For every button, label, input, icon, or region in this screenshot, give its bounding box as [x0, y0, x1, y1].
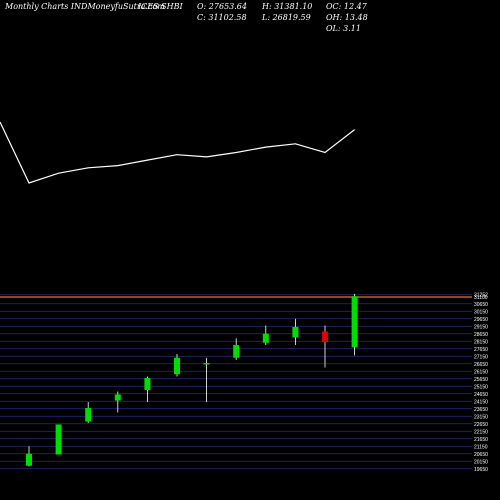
candle-body	[292, 327, 299, 338]
y-tick-label: 26150	[474, 369, 488, 375]
candle-body	[144, 378, 151, 390]
y-tick-label: 28150	[474, 339, 488, 345]
oh-value: OH: 13.48	[326, 13, 368, 22]
y-tick-label: 21650	[474, 437, 488, 443]
candle-body	[203, 363, 210, 365]
high-value: H: 31381.10	[262, 2, 313, 11]
candle-body	[174, 357, 180, 375]
y-tick-label: 31252	[474, 293, 488, 299]
trend-line	[0, 121, 355, 184]
open-value: O: 27653.64	[197, 2, 247, 11]
y-tick-label: 19650	[474, 467, 488, 473]
low-value: L: 26819.59	[262, 13, 311, 22]
y-tick-label: 26650	[474, 362, 488, 368]
candle-body	[26, 453, 32, 466]
y-tick-label: 24150	[474, 399, 488, 405]
y-tick-label: 22150	[474, 429, 488, 435]
y-tick-label: 27150	[474, 354, 488, 360]
y-tick-label: 23150	[474, 414, 488, 420]
y-tick-label: 24650	[474, 392, 488, 398]
oc-value: OC: 12.47	[326, 2, 367, 11]
y-tick-label: 28650	[474, 332, 488, 338]
candle-body	[85, 408, 92, 422]
candle-body	[55, 424, 62, 455]
y-tick-label: 31100	[474, 295, 488, 301]
y-tick-label: 23650	[474, 407, 488, 413]
candle-body	[262, 333, 269, 343]
y-tick-label: 29650	[474, 317, 488, 323]
candle-body	[114, 394, 121, 401]
symbol-label: ICES SHBI	[138, 2, 183, 11]
y-tick-label: 30150	[474, 309, 488, 315]
y-tick-label: 21150	[474, 444, 488, 450]
ol-value: OL: 3.11	[326, 24, 361, 33]
y-tick-label: 25150	[474, 384, 488, 390]
y-tick-label: 27650	[474, 347, 488, 353]
y-tick-label: 20650	[474, 452, 488, 458]
y-tick-label: 22650	[474, 422, 488, 428]
y-tick-label: 29150	[474, 324, 488, 330]
site-title: Monthly Charts INDMoneyfuSutra.com	[5, 2, 165, 11]
candle-body	[351, 296, 358, 348]
candle-body	[233, 345, 240, 358]
y-tick-label: 20150	[474, 459, 488, 465]
y-tick-label: 25650	[474, 377, 488, 383]
candle-body	[322, 331, 328, 342]
y-tick-label: 30650	[474, 302, 488, 308]
close-value: C: 31102.58	[197, 13, 247, 22]
